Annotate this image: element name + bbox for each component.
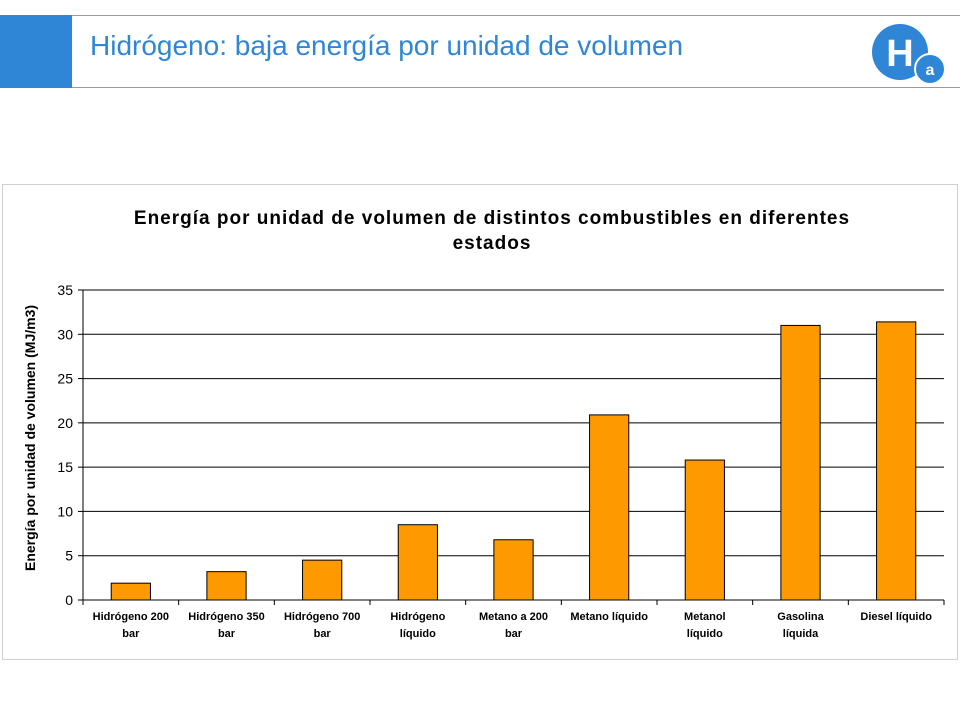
header-divider-bottom xyxy=(72,87,960,88)
y-tick-labels: 0 5 10 15 20 25 30 35 xyxy=(57,282,73,608)
x-tick-label: Diesel líquido xyxy=(860,611,932,623)
x-tick-label: líquida xyxy=(783,628,819,640)
y-tick-label: 20 xyxy=(57,415,73,431)
x-tick-label: bar xyxy=(314,628,332,640)
axes xyxy=(78,289,945,605)
bar-4 xyxy=(493,539,534,601)
hydrogen-logo-icon: H a xyxy=(872,24,946,85)
chart-frame: Energía por unidad de volumen de distint… xyxy=(2,184,958,660)
chart-title-line: estados xyxy=(453,233,532,254)
y-tick-label: 5 xyxy=(65,548,73,564)
x-tick-label: bar xyxy=(122,628,140,640)
x-tick-label: Metano a 200 xyxy=(479,611,548,623)
bar-6 xyxy=(684,459,725,601)
logo-letter: H xyxy=(886,33,913,75)
x-tick-label: Metano líquido xyxy=(570,611,648,623)
x-tick-label: Metanol xyxy=(684,611,726,623)
x-tick-label: Hidrógeno 350 xyxy=(188,611,264,623)
chart-title-line: Energía por unidad de volumen de distint… xyxy=(134,208,850,229)
x-tick-label: bar xyxy=(218,628,236,640)
y-tick-label: 0 xyxy=(65,592,73,608)
bar-5 xyxy=(589,414,630,601)
x-tick-labels: Hidrógeno 200 bar Hidrógeno 350 bar Hidrógen… xyxy=(93,611,933,640)
bar-chart: Energía por unidad de volumen de distint… xyxy=(2,184,958,660)
x-tick-label: líquido xyxy=(687,628,723,640)
header-accent-block xyxy=(0,15,72,88)
bar-2 xyxy=(302,559,343,601)
bar-7 xyxy=(780,324,821,601)
x-tick-label: Hidrógeno 700 xyxy=(284,611,360,623)
chart-title: Energía por unidad de volumen de distint… xyxy=(134,208,850,254)
x-tick-label: Hidrógeno xyxy=(390,611,445,623)
x-tick-label: Hidrógeno 200 xyxy=(93,611,169,623)
header-divider-top xyxy=(72,15,960,16)
x-tick-label: Gasolina xyxy=(777,611,824,623)
bar-3 xyxy=(397,524,438,601)
logo-subscript: a xyxy=(926,62,935,79)
y-tick-label: 35 xyxy=(57,282,73,298)
x-tick-label: bar xyxy=(505,628,523,640)
bars xyxy=(110,321,917,601)
bar-1 xyxy=(206,571,247,601)
y-tick-label: 15 xyxy=(57,459,73,475)
bar-0 xyxy=(110,582,151,601)
y-tick-label: 25 xyxy=(57,371,73,387)
bar-8 xyxy=(876,321,917,601)
y-tick-label: 30 xyxy=(57,326,73,342)
slide-header: Hidrógeno: baja energía por unidad de vo… xyxy=(0,0,960,90)
slide-title: Hidrógeno: baja energía por unidad de vo… xyxy=(90,30,684,61)
y-tick-label: 10 xyxy=(57,503,73,519)
y-axis-label: Energía por unidad de volumen (MJ/m3) xyxy=(22,305,38,571)
x-tick-label: líquido xyxy=(400,628,436,640)
